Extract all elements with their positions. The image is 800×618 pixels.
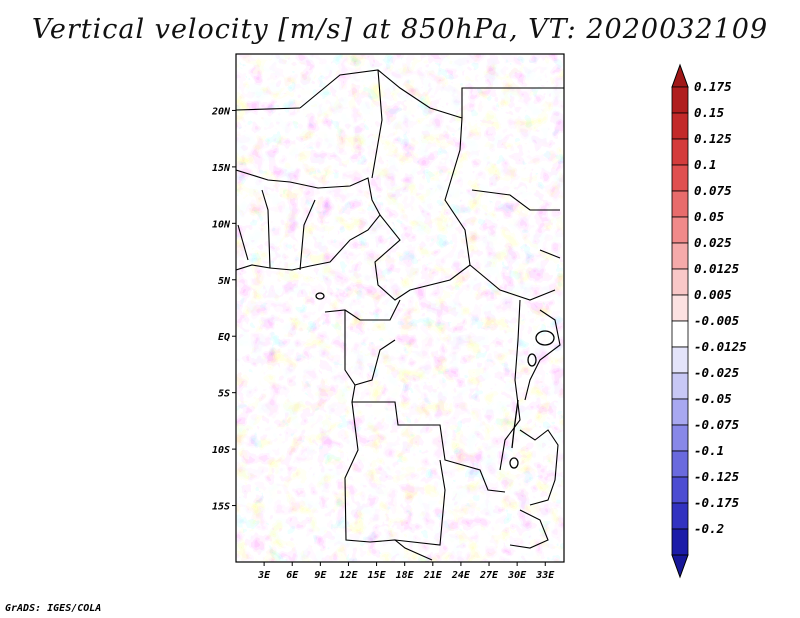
- colorbar-label: 0.175: [694, 79, 732, 94]
- colorbar-label: -0.025: [694, 365, 740, 380]
- colorbar-segment: [671, 216, 689, 244]
- lat-tick-label: 5S: [218, 389, 230, 400]
- lakes: [315, 292, 555, 469]
- lon-tick-label: 3E: [257, 570, 271, 581]
- border-mozambique: [509, 509, 549, 549]
- longitude-axis: 3E 6E 9E 12E 15E 18E 21E 24E 27E 30E 33E: [257, 562, 555, 581]
- lat-tick-label: 15S: [212, 502, 230, 513]
- border-tanzania: [519, 429, 559, 506]
- border-zambia: [394, 459, 446, 546]
- colorbar-segment: [671, 528, 689, 556]
- colorbar-segment: [671, 294, 689, 322]
- colorbar-label: -0.1: [694, 443, 724, 458]
- colorbar-label: 0.15: [694, 105, 725, 120]
- lat-tick-label: 5N: [218, 276, 231, 287]
- border-east: [524, 309, 561, 401]
- lake-victoria: [535, 330, 555, 346]
- border-benin: [261, 189, 271, 269]
- lon-tick-label: 21E: [423, 570, 443, 581]
- lat-tick-label: 20N: [211, 106, 231, 117]
- border-ghana: [237, 224, 249, 261]
- colorbar-segment: [671, 424, 689, 452]
- colorbar-segment: [671, 268, 689, 296]
- lon-tick-label: 27E: [479, 570, 499, 581]
- colorbar-label: -0.0125: [694, 339, 747, 354]
- border-gabon: [324, 299, 401, 321]
- lat-tick-label: 10S: [212, 445, 230, 456]
- map-frame: [235, 53, 565, 563]
- colorbar-label: 0.05: [694, 209, 725, 224]
- coastline-west-africa: [236, 169, 381, 271]
- colorbar-label: 0.0125: [694, 261, 740, 276]
- border-niger-chad: [371, 69, 383, 179]
- latitude-axis: 20N 15N 10N 5N EQ 5S 10S 15S: [211, 106, 236, 513]
- colorbar-label: -0.2: [694, 521, 724, 536]
- lon-tick-label: 15E: [368, 570, 387, 581]
- colorbar-segment: [671, 86, 689, 114]
- lake-mweru: [509, 457, 519, 469]
- lon-tick-label: 6E: [286, 570, 299, 581]
- colorbar-top-arrow: [671, 63, 689, 88]
- colorbar-segment: [671, 450, 689, 478]
- lon-tick-label: 30E: [507, 570, 527, 581]
- border-cameroon-car: [374, 214, 471, 301]
- border-angola-drc: [351, 384, 506, 493]
- border-ethiopia: [539, 249, 561, 259]
- lat-tick-label: 10N: [212, 219, 231, 230]
- colorbar-segment: [671, 398, 689, 426]
- colorbar-label: 0.125: [694, 131, 732, 146]
- colorbar-segment: [671, 190, 689, 218]
- border-egypt-sudan: [461, 87, 564, 118]
- colorbar-segment: [671, 320, 689, 348]
- colorbar-label: -0.05: [694, 391, 732, 406]
- velocity-field: [236, 54, 564, 562]
- border-mali: [236, 107, 301, 111]
- colorbar-label: 0.005: [694, 287, 732, 302]
- colorbar-segment: [671, 242, 689, 270]
- colorbar-bottom-arrow: [671, 554, 689, 579]
- bioko-island: [315, 292, 325, 300]
- lon-tick-label: 9E: [314, 570, 327, 581]
- border-sudan-south: [471, 189, 560, 211]
- colorbar-label: -0.005: [694, 313, 740, 328]
- colorbar-segment: [671, 138, 689, 166]
- colorbar: 0.175 0.15 0.125 0.1 0.075 0.05 0.025 0.0125 0.0…: [671, 63, 747, 579]
- colorbar-label: -0.125: [694, 469, 740, 484]
- colorbar-segment: [671, 502, 689, 530]
- colorbar-segment: [671, 372, 689, 400]
- country-borders: [236, 69, 564, 561]
- lat-tick-label: EQ: [218, 332, 230, 343]
- colorbar-segment: [671, 476, 689, 504]
- colorbar-label: -0.175: [694, 495, 740, 510]
- border-congo: [344, 310, 396, 386]
- lon-tick-label: 24E: [451, 570, 471, 581]
- map-panel: 20N 15N 10N 5N EQ 5S 10S 15S 3E 6E 9E 12E 15E 18E 21E…: [211, 53, 565, 581]
- colorbar-segment: [671, 164, 689, 192]
- map-title: Vertical velocity [m/s] at 850hPa, VT: 2…: [31, 14, 769, 45]
- colorbar-segment: [671, 346, 689, 374]
- lon-tick-label: 33E: [535, 570, 555, 581]
- colorbar-label: 0.1: [694, 157, 717, 172]
- colorbar-label: -0.075: [694, 417, 740, 432]
- colorbar-segment: [671, 112, 689, 140]
- lat-tick-label: 15N: [212, 163, 231, 174]
- lon-tick-label: 18E: [396, 570, 415, 581]
- border-nigeria-west: [299, 199, 316, 271]
- colorbar-label: 0.025: [694, 235, 732, 250]
- lake-tanganyika: [511, 399, 519, 449]
- border-angola-south: [344, 401, 433, 561]
- colorbar-label: 0.075: [694, 183, 732, 198]
- lon-tick-label: 12E: [339, 570, 358, 581]
- lake-kivu: [527, 353, 537, 367]
- grads-credit: GrADS: IGES/COLA: [5, 603, 102, 614]
